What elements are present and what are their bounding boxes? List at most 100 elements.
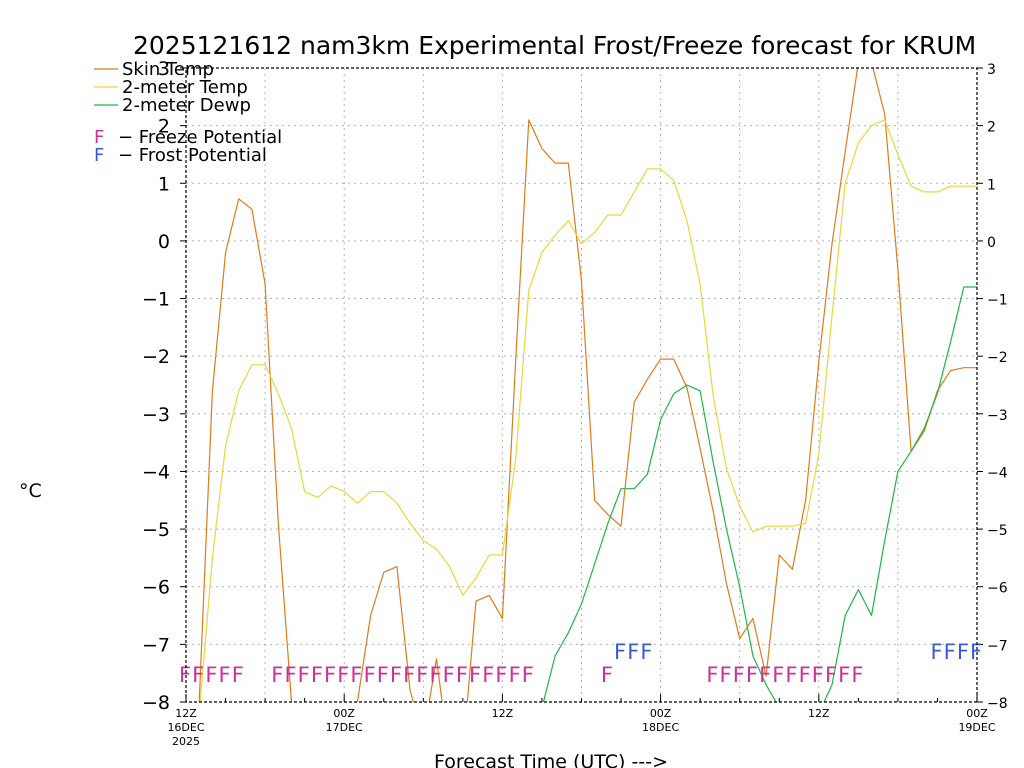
freeze-flag: F [720,663,732,687]
chart-title: 2025121612 nam3km Experimental Frost/Fre… [133,31,976,60]
x-tick-label: 12Z [492,707,514,720]
freeze-flag: F [232,663,244,687]
freeze-flag: F [772,663,784,687]
y-axis-label: °C [19,480,42,502]
y-axis-left: −8 −7 −6 −5 −4 −3 −2 −1 0 1 2 3 [142,58,170,714]
series-line-2-meter-dewp [542,286,977,702]
frost-flag: F [614,640,626,664]
freeze-flag: F [284,663,296,687]
frost-flag: F [970,640,982,664]
y-tick-label: −3 [142,404,170,426]
freeze-flag: F [759,663,771,687]
freeze-flag: F [851,663,863,687]
x-axis-label: Forecast Time (UTC) ---> [434,751,668,768]
y-tick-label: −5 [142,519,170,541]
freeze-flag: F [746,663,758,687]
freeze-flag: F [324,663,336,687]
legend-label: Skin Temp [122,59,214,80]
freeze-flag: F [403,663,415,687]
freeze-flag: F [706,663,718,687]
freeze-flag: F [495,663,507,687]
freeze-flag: F [469,663,481,687]
y-tick-label: −4 [142,461,170,483]
freeze-flag: F [825,663,837,687]
freeze-flag: F [219,663,231,687]
freeze-flag: F [456,663,468,687]
freeze-flag: F [364,663,376,687]
x-tick-date: 16DEC [167,721,204,734]
frost-flag: F [957,640,969,664]
x-tick-date: 18DEC [642,721,679,734]
y-tick-label-right: −8 [987,696,1008,712]
y-tick-label-right: 3 [987,62,996,78]
legend-flag-letter: F [94,127,104,148]
x-tick-label: 12Z [808,707,830,720]
y-tick-label-right: −4 [987,465,1008,481]
legend-flag-label: − Frost Potential [118,145,267,166]
freeze-flag: F [311,663,323,687]
freeze-flag: F [785,663,797,687]
freeze-flag: F [733,663,745,687]
legend-label: 2-meter Dewp [122,95,251,116]
y-tick-label-right: −2 [987,350,1008,366]
freeze-flag: F [416,663,428,687]
y-tick-label-right: −5 [987,523,1008,539]
freeze-flag: F [192,663,204,687]
freeze-flag: F [298,663,310,687]
y-tick-label-right: −3 [987,408,1008,424]
freeze-flag: F [350,663,362,687]
freeze-flag: F [429,663,441,687]
freeze-flag: F [443,663,455,687]
flag-markers: F F F F F F F F F F F F F F F F F F F F F F F F F F F F F F F F F F F F F FF F… [179,640,982,687]
legend-label: 2-meter Temp [122,77,248,98]
plot-frame [185,67,978,703]
freeze-flag: F [271,663,283,687]
x-tick-date: 17DEC [326,721,363,734]
frost-flag: F [640,640,652,664]
y-axis-right: −8 −7 −6 −5 −4 −3 −2 −1 0 1 2 3 [987,62,1008,712]
y-tick-label: −8 [142,692,170,714]
x-tick-date: 19DEC [958,721,995,734]
y-tick-label: −1 [142,289,170,311]
x-tick-label: 00Z [650,707,672,720]
frost-flag: F [930,640,942,664]
legend-flag-letter: F [94,145,104,166]
frost-flag: F [627,640,639,664]
freeze-flag: F [812,663,824,687]
freeze-flag: F [337,663,349,687]
y-tick-label-right: 1 [987,177,996,193]
freeze-flag: F [179,663,191,687]
freeze-flag: F [799,663,811,687]
y-tick-label-right: −1 [987,293,1008,309]
freeze-flag: F [601,663,613,687]
y-tick-label-right: −6 [987,581,1008,597]
freeze-flag: F [522,663,534,687]
y-tick-label: −2 [142,346,170,368]
series-line-2-meter-temp [199,119,977,702]
series-group [198,68,977,702]
freeze-flag: F [838,663,850,687]
freeze-flag: F [390,663,402,687]
freeze-flag: F [377,663,389,687]
freeze-flag: F [509,663,521,687]
x-tick-label: 00Z [333,707,355,720]
x-tick-label: 12Z [175,707,197,720]
legend-flag-label: − Freeze Potential [118,127,282,148]
series-line-skin-temp [198,68,977,702]
y-tick-label: 2 [158,116,170,138]
x-tick-year: 2025 [172,735,200,748]
y-tick-label: 1 [158,173,170,195]
y-tick-label: −7 [142,634,170,656]
y-tick-label-right: −7 [987,638,1008,654]
freeze-flag: F [482,663,494,687]
grid [180,67,983,703]
y-tick-label-right: 0 [987,235,996,251]
x-tick-label: 00Z [966,707,988,720]
y-tick-label: 0 [158,231,170,253]
y-tick-label: −6 [142,577,170,599]
freeze-flag: F [205,663,217,687]
frost-flag: F [944,640,956,664]
